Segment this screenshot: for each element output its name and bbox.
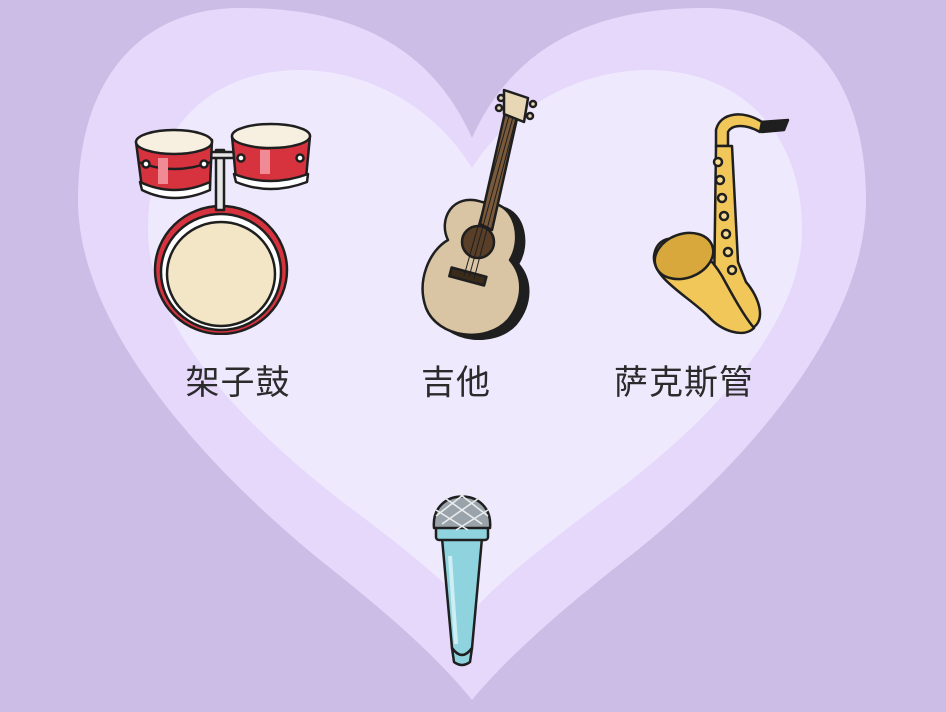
microphone-icon[interactable] [424, 476, 500, 668]
guitar-label: 吉他 [421, 363, 491, 403]
drum-kit-icon[interactable] [128, 120, 318, 335]
heart-inner [148, 70, 802, 612]
drum-kit-label: 架子鼓 [185, 363, 291, 403]
saxophone-label: 萨克斯管 [614, 363, 754, 403]
acoustic-guitar-icon[interactable] [412, 80, 552, 340]
saxophone-icon[interactable] [648, 106, 798, 342]
